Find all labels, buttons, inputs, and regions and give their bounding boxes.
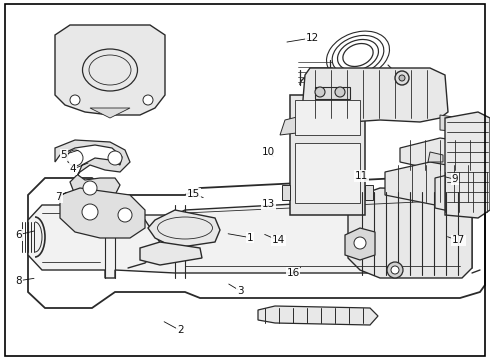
Polygon shape <box>435 170 490 215</box>
Circle shape <box>143 95 153 105</box>
Text: 3: 3 <box>237 286 244 296</box>
Polygon shape <box>282 185 290 200</box>
Circle shape <box>67 150 83 166</box>
Text: 8: 8 <box>15 276 22 286</box>
Polygon shape <box>365 185 373 200</box>
Polygon shape <box>445 112 490 218</box>
Circle shape <box>118 208 132 222</box>
Text: 16: 16 <box>286 268 300 278</box>
Circle shape <box>108 151 122 165</box>
Text: 9: 9 <box>451 174 458 184</box>
Polygon shape <box>140 242 202 265</box>
Text: 2: 2 <box>177 325 184 336</box>
Polygon shape <box>385 162 478 205</box>
Circle shape <box>315 87 325 97</box>
Polygon shape <box>302 68 448 122</box>
Text: 14: 14 <box>271 235 285 246</box>
Polygon shape <box>280 115 305 135</box>
Polygon shape <box>55 25 165 115</box>
Bar <box>295 143 360 203</box>
Polygon shape <box>90 108 130 118</box>
Polygon shape <box>28 195 472 278</box>
Text: 15: 15 <box>187 189 200 199</box>
Circle shape <box>395 71 409 85</box>
Polygon shape <box>55 140 130 200</box>
Bar <box>290 95 365 215</box>
Circle shape <box>387 262 403 278</box>
Text: 6: 6 <box>15 230 22 240</box>
Bar <box>315 87 350 99</box>
Text: 1: 1 <box>246 233 253 243</box>
Polygon shape <box>60 188 145 238</box>
Text: 11: 11 <box>355 171 368 181</box>
Polygon shape <box>348 188 472 278</box>
Circle shape <box>399 75 405 81</box>
Circle shape <box>70 95 80 105</box>
Text: 7: 7 <box>55 192 62 202</box>
Text: 17: 17 <box>451 235 465 246</box>
Bar <box>295 100 360 135</box>
Text: 4: 4 <box>69 164 76 174</box>
Polygon shape <box>148 210 220 248</box>
Text: 12: 12 <box>306 33 319 43</box>
Text: 10: 10 <box>262 147 275 157</box>
Circle shape <box>83 181 97 195</box>
Text: 5: 5 <box>60 150 67 160</box>
Polygon shape <box>440 115 462 132</box>
Circle shape <box>335 87 345 97</box>
Polygon shape <box>400 138 490 172</box>
Polygon shape <box>258 306 378 325</box>
Circle shape <box>82 204 98 220</box>
Text: 13: 13 <box>262 199 275 210</box>
Circle shape <box>391 266 399 274</box>
Polygon shape <box>428 152 443 162</box>
Circle shape <box>354 237 366 249</box>
Polygon shape <box>345 228 375 260</box>
